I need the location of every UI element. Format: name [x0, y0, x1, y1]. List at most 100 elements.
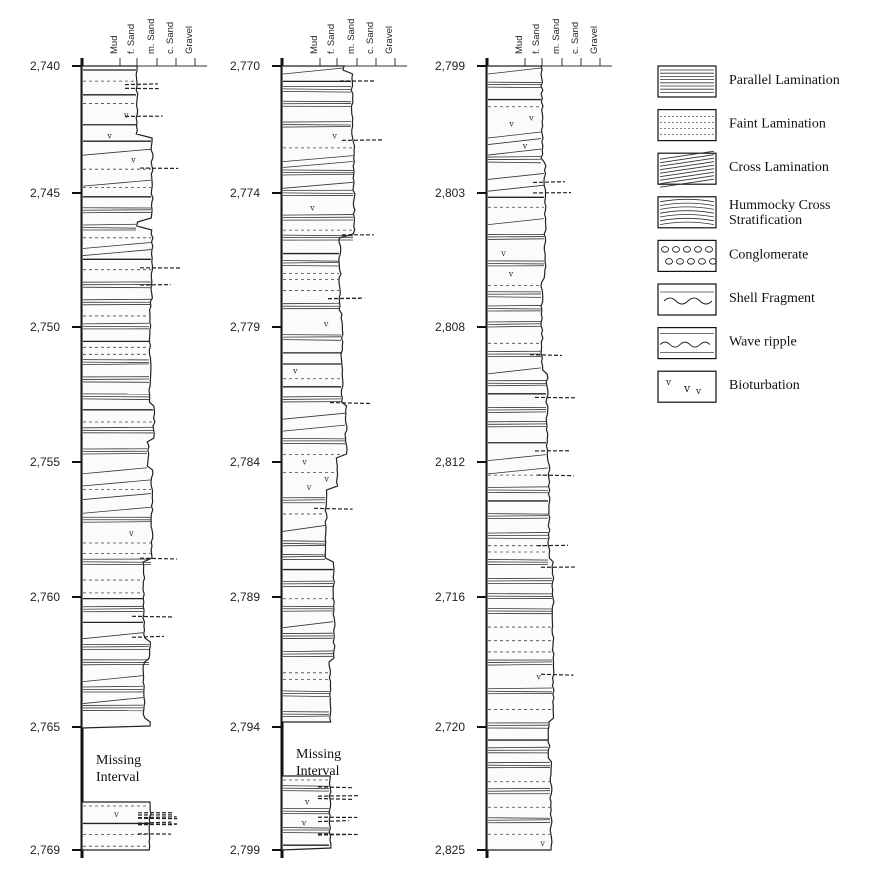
lamination-line — [282, 339, 342, 341]
lamination-line — [487, 156, 542, 158]
legend-label: Faint Lamination — [729, 117, 826, 132]
legend-item-wave-ripple: Wave ripple — [657, 327, 797, 360]
lamination-line — [487, 819, 551, 821]
cross-lamination-line — [487, 173, 545, 180]
bioturbation-mark: v — [301, 457, 307, 466]
legend-swatch — [657, 370, 717, 403]
grain-size-label: c. Sand — [165, 22, 176, 54]
lamination-line — [82, 227, 137, 229]
shell-fragment-streak — [137, 821, 172, 824]
lithology-outline — [281, 65, 356, 723]
shell-fragment-streak — [540, 673, 574, 676]
lamination-line — [282, 695, 330, 698]
grain-size-label: c. Sand — [570, 22, 581, 54]
grain-size-label: m. Sand — [146, 19, 157, 54]
missing-interval-text: Interval — [296, 764, 340, 779]
legend-item-faint-lamination: Faint Lamination — [657, 108, 826, 142]
missing-interval-text: Interval — [96, 770, 140, 785]
lithology-interval: v v v v v v v — [486, 65, 577, 851]
bioturbation-mark: v — [508, 119, 514, 128]
cross-lamination-line — [282, 621, 334, 629]
cross-lamination-line — [487, 467, 549, 475]
cross-lamination-line — [282, 161, 354, 168]
shell-fragment-streak — [139, 557, 177, 560]
grain-size-label: Mud — [514, 36, 525, 54]
shell-fragment-streak — [329, 401, 371, 405]
lamination-line — [487, 486, 549, 488]
bioturbation-mark: v — [130, 156, 136, 165]
depth-label: 2,812 — [435, 455, 465, 469]
cross-lamination-line — [487, 367, 542, 375]
lamination-line — [487, 262, 545, 265]
shell-fragment-streak — [131, 635, 165, 638]
lithology-outline — [486, 65, 555, 851]
depth-label: 2,774 — [230, 186, 260, 200]
depth-label: 2,760 — [30, 590, 60, 604]
depth-label: 2,755 — [30, 455, 60, 469]
lamination-line — [282, 90, 352, 93]
cross-lamination-line — [82, 675, 144, 682]
lamination-line — [487, 296, 542, 298]
cross-lamination-line — [82, 148, 152, 156]
lamination-line — [487, 411, 547, 413]
bioturbation-mark: v — [539, 839, 545, 848]
cross-lamination-line — [487, 454, 547, 462]
legend-item-cross-lamination: Cross Lamination — [657, 150, 829, 188]
cross-lamination-line — [487, 131, 542, 139]
svg-text:v: v — [665, 378, 672, 388]
bioturbation-mark: v — [113, 810, 119, 819]
lamination-line — [282, 690, 330, 693]
lithology-outline — [81, 801, 152, 851]
legend: Parallel Lamination Faint Lamination Cross… — [657, 65, 840, 403]
shell-fragment-streak — [532, 181, 565, 184]
depth-label: 2,770 — [230, 59, 260, 73]
lamination-line — [487, 746, 549, 749]
grain-size-label: Gravel — [184, 26, 195, 54]
grain-size-header: Mud f. Sand m. Sand c. Sand Gravel — [82, 7, 207, 67]
depth-label: 2,803 — [435, 186, 465, 200]
legend-item-bioturbation: v v v Bioturbation — [657, 370, 800, 403]
lamination-line — [82, 361, 150, 364]
lamination-line — [282, 192, 354, 194]
lamination-line — [82, 646, 150, 648]
shell-fragment-streak — [131, 615, 174, 618]
depth-label: 2,808 — [435, 320, 465, 334]
cross-lamination-line — [82, 467, 148, 475]
grain-size-label: c. Sand — [365, 22, 376, 54]
lamination-line — [82, 363, 150, 366]
cross-lamination-line — [282, 412, 346, 420]
lamination-line — [82, 286, 152, 289]
lithology-interval: v v v v — [81, 65, 182, 729]
log-column-2: Mud f. Sand m. Sand c. Sand Gravel 2,770 2,774… — [230, 7, 407, 858]
cross-lamination-line — [487, 67, 542, 75]
shell-fragment-streak — [317, 819, 349, 823]
lamination-line — [282, 542, 326, 545]
legend-label: Hummocky Cross — [729, 198, 831, 213]
bioturbation-mark: v — [128, 529, 134, 538]
depth-label: 2,750 — [30, 320, 60, 334]
lamination-line — [82, 561, 152, 563]
depth-label: 2,799 — [435, 59, 465, 73]
grain-size-label: Gravel — [384, 26, 395, 54]
cross-lamination-line — [82, 179, 152, 187]
cross-lamination-line — [82, 249, 152, 256]
missing-interval-text: Missing — [96, 753, 141, 768]
lamination-line — [282, 810, 330, 813]
cross-lamination-line — [82, 697, 144, 704]
missing-interval-label: Missing Interval — [96, 753, 141, 785]
lamination-line — [487, 532, 549, 534]
faint-lamination-pattern — [660, 116, 714, 136]
shell-fragment-streak — [317, 797, 355, 801]
bioturbation-mark: v — [306, 483, 312, 492]
lamination-line — [487, 764, 551, 767]
depth-label: 2,769 — [30, 843, 60, 857]
depth-label: 2,740 — [30, 59, 60, 73]
lamination-line — [82, 395, 150, 398]
shell-fragment-streak — [317, 833, 349, 836]
lamination-line — [487, 323, 542, 325]
shell-fragment-streak — [529, 353, 562, 357]
lamination-line — [487, 384, 547, 387]
lamination-line — [487, 161, 542, 164]
